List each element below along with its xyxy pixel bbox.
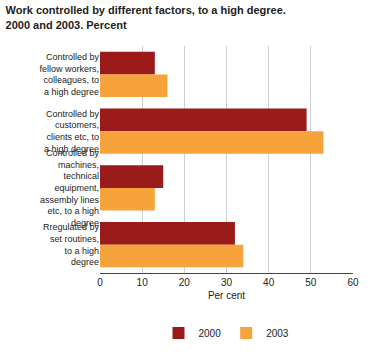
svg-text:20: 20 — [179, 277, 191, 288]
svg-text:2000: 2000 — [199, 328, 222, 339]
svg-text:Per cent: Per cent — [208, 290, 245, 301]
svg-text:30: 30 — [221, 277, 233, 288]
svg-text:0: 0 — [97, 277, 103, 288]
svg-text:50: 50 — [305, 277, 317, 288]
svg-text:Controlled bycustomers,clients: Controlled bycustomers,clients etc, toa … — [44, 109, 100, 154]
svg-text:10: 10 — [137, 277, 149, 288]
svg-text:60: 60 — [347, 277, 359, 288]
svg-text:2003: 2003 — [266, 328, 289, 339]
svg-text:40: 40 — [263, 277, 275, 288]
svg-text:Controlled byfellow workers,co: Controlled byfellow workers,colleagues, … — [39, 52, 99, 97]
svg-text:Rregulated byset routines,to a: Rregulated byset routines,to a highdegre… — [43, 222, 100, 267]
svg-text:Work controlled by different f: Work controlled by different factors, to… — [6, 4, 286, 30]
svg-text:Controlled bymachines,technica: Controlled bymachines,technicalequipment… — [40, 148, 100, 228]
